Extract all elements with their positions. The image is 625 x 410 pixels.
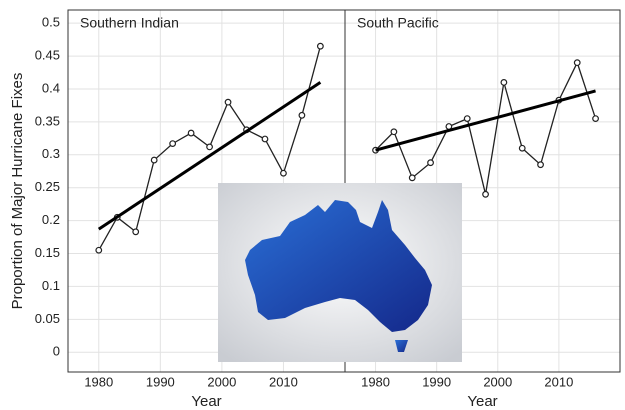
y-tick-label: 0.4 bbox=[42, 80, 60, 95]
data-point bbox=[207, 144, 213, 150]
data-point bbox=[409, 175, 415, 181]
x-tick-label: 1990 bbox=[146, 374, 175, 389]
data-point bbox=[574, 60, 580, 66]
y-tick-label: 0.1 bbox=[42, 278, 60, 293]
y-axis-label: Proportion of Major Hurricane Fixes bbox=[9, 73, 26, 310]
y-tick-label: 0.15 bbox=[35, 245, 60, 260]
panel-title: Southern Indian bbox=[80, 15, 179, 31]
data-point bbox=[464, 116, 470, 122]
trend-line bbox=[376, 91, 596, 150]
data-point bbox=[225, 99, 231, 105]
y-tick-label: 0.2 bbox=[42, 212, 60, 227]
y-tick-label: 0.35 bbox=[35, 113, 60, 128]
data-point bbox=[593, 116, 599, 122]
data-point bbox=[519, 145, 525, 151]
data-point bbox=[299, 113, 305, 119]
data-point bbox=[281, 170, 287, 176]
x-tick-label: 1980 bbox=[361, 374, 390, 389]
x-tick-label: 2000 bbox=[483, 374, 512, 389]
data-point bbox=[170, 141, 176, 147]
x-axis-label: Year bbox=[191, 393, 221, 410]
x-tick-label: 2010 bbox=[544, 374, 573, 389]
data-point bbox=[428, 160, 434, 166]
y-tick-label: 0.05 bbox=[35, 311, 60, 326]
data-line bbox=[376, 63, 596, 195]
data-point bbox=[318, 43, 324, 49]
x-tick-label: 1990 bbox=[422, 374, 451, 389]
panel-title: South Pacific bbox=[357, 15, 439, 31]
y-tick-label: 0.25 bbox=[35, 179, 60, 194]
data-point bbox=[188, 130, 194, 136]
x-tick-label: 1980 bbox=[84, 374, 113, 389]
x-tick-label: 2000 bbox=[207, 374, 236, 389]
australia-image bbox=[218, 183, 462, 362]
x-tick-label: 2010 bbox=[269, 374, 298, 389]
y-tick-label: 0 bbox=[53, 344, 60, 359]
y-tick-label: 0.3 bbox=[42, 146, 60, 161]
data-point bbox=[262, 136, 268, 142]
data-point bbox=[391, 129, 397, 135]
y-tick-label: 0.45 bbox=[35, 48, 60, 63]
y-tick-label: 0.5 bbox=[42, 15, 60, 30]
data-point bbox=[133, 229, 139, 235]
chart: 0 0.05 0.1 0.15 0.2 0.25 0.3 0.35 0.4 0.45 0.5 1980… bbox=[0, 0, 625, 410]
data-point bbox=[483, 191, 489, 197]
data-point bbox=[501, 80, 507, 86]
data-point bbox=[96, 247, 102, 253]
data-point bbox=[538, 162, 544, 168]
x-axis-label: Year bbox=[467, 393, 497, 410]
data-point bbox=[151, 157, 157, 163]
